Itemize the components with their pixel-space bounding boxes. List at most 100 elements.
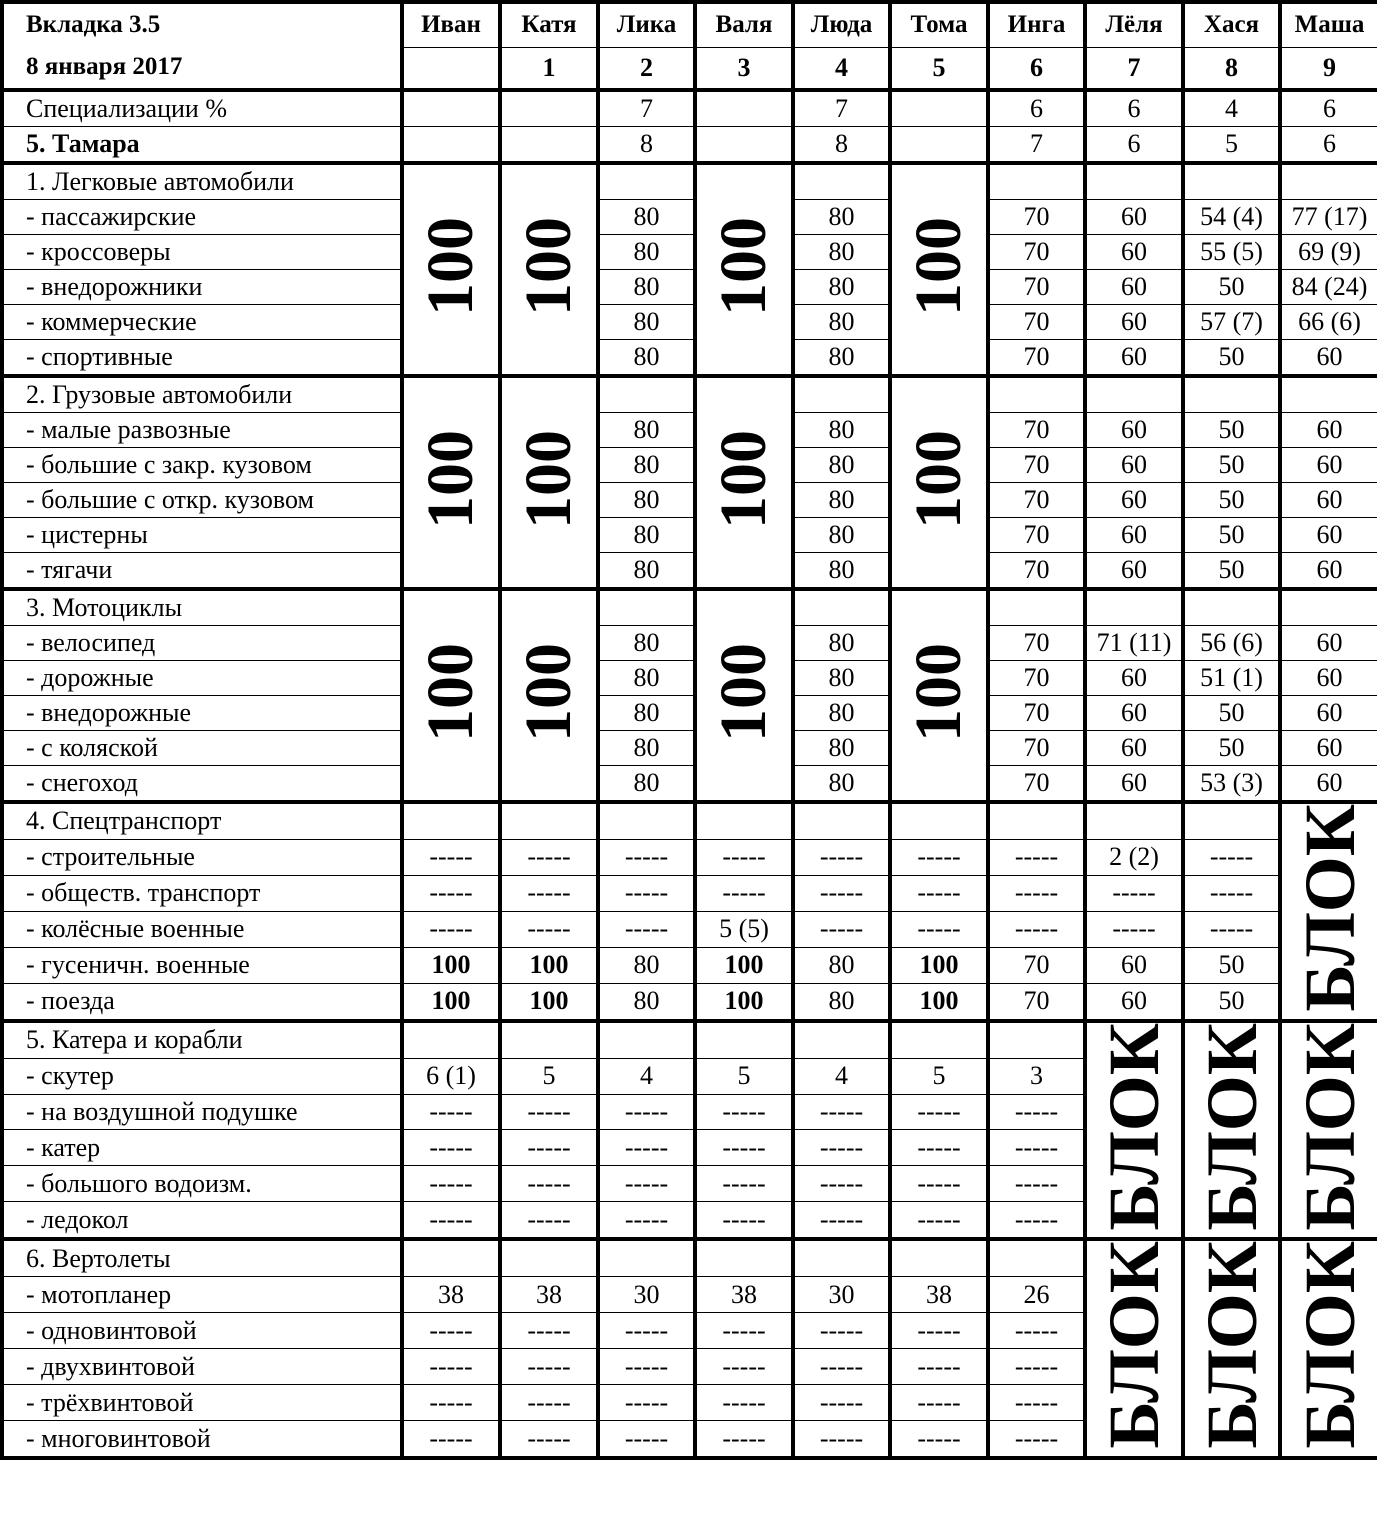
value-cell: ----- [596,1384,697,1421]
value-cell: 6 [986,88,1087,127]
value-cell: 80 [791,482,892,518]
value-cell: 60 [1083,482,1185,518]
group-title: 2. Грузовые автомобили [0,374,404,413]
empty-cell [596,1237,697,1278]
value-cell: 80 [791,660,892,696]
value-cell: ----- [888,838,990,876]
value-cell: 60 [1083,269,1185,305]
value-cell: 70 [986,339,1087,377]
value-cell: 60 [1083,730,1185,766]
value-cell: 70 [986,269,1087,305]
value-cell: 80 [596,447,697,483]
value-cell: ----- [791,874,892,912]
value-cell: 57 (7) [1181,304,1282,340]
value-cell: 60 [1083,552,1185,590]
value-cell: ----- [400,874,502,912]
value-cell: 7 [986,126,1087,164]
merged-value: 100 [707,216,780,316]
item-row: - пассажирские 80 80 70 60 54 (4) 77 (17) [0,199,1377,235]
value-cell: 80 [791,695,892,731]
value-cell: 4 [596,1057,697,1095]
group-title: 6. Вертолеты [0,1237,404,1278]
item-row: - спортивные 80 80 70 60 50 60 [0,339,1377,377]
item-label: - кроссоверы [0,234,404,270]
item-row: - большие с закр. кузовом 80 80 70 60 50 60 [0,447,1377,483]
item-row: - снегоход 80 80 70 60 53 (3) 60 [0,765,1377,803]
column-header-number: 3 [693,46,795,91]
value-cell: 60 [1083,234,1185,270]
item-label: - снегоход [0,765,404,803]
value-cell: ----- [888,1093,990,1131]
value-cell: 53 (3) [1181,765,1282,803]
value-cell: 60 [1278,412,1377,448]
value-cell [888,88,990,127]
value-cell: 6 [1278,88,1377,127]
merged-value-cell: 100 [498,374,600,590]
value-cell: 80 [596,552,697,590]
value-cell: ----- [400,910,502,948]
merged-value-cell: 100 [888,374,990,590]
value-cell: ----- [596,1201,697,1240]
value-cell: 60 [1083,765,1185,803]
value-cell: 30 [791,1276,892,1314]
item-label: - двухвинтовой [0,1348,404,1386]
group-title: 1. Легковые автомобили [0,161,404,200]
value-cell [400,126,502,164]
empty-cell [791,1237,892,1278]
value-cell: 50 [1181,552,1282,590]
value-cell: 60 [1083,304,1185,340]
value-cell: 6 [1278,126,1377,164]
item-row: - двухвинтовой ----- ----- ----- ----- ----- -… [0,1348,1377,1386]
value-cell: ----- [400,1348,502,1386]
value-cell: ----- [693,1201,795,1240]
group-title: 5. Катера и корабли [0,1018,404,1059]
value-cell: ----- [596,1420,697,1459]
value-cell: 80 [596,660,697,696]
value-cell: 60 [1083,982,1185,1022]
value-cell [498,88,600,127]
value-cell: 60 [1278,552,1377,590]
group-title: 3. Мотоциклы [0,587,404,626]
value-cell: 50 [1181,482,1282,518]
value-cell: ----- [498,838,600,876]
value-cell: ----- [791,1420,892,1459]
value-cell: ----- [986,1093,1087,1131]
value-cell: ----- [693,1129,795,1167]
value-cell: 70 [986,234,1087,270]
column-header-number [400,46,502,91]
value-cell: ----- [498,874,600,912]
value-cell: ----- [596,1312,697,1350]
value-cell: 100 [693,946,795,984]
blocked-label: БЛОК [1191,1022,1272,1231]
blocked-label: БЛОК [1289,1241,1370,1450]
value-cell: ----- [693,1420,795,1459]
value-cell: ----- [791,1165,892,1203]
value-cell: 50 [1181,946,1282,984]
value-cell: 3 [986,1057,1087,1095]
value-cell: 8 [791,126,892,164]
empty-cell [1181,587,1282,626]
empty-cell [693,799,795,840]
value-cell: 80 [596,765,697,803]
value-cell: 80 [596,625,697,661]
value-cell: 60 [1083,946,1185,984]
value-cell: 80 [791,982,892,1022]
item-label: - дорожные [0,660,404,696]
header-label-cell: Вкладка 3.5 8 января 2017 [0,1,404,91]
value-cell: ----- [986,1348,1087,1386]
value-cell: 80 [791,339,892,377]
value-cell: ----- [888,874,990,912]
empty-cell [888,1018,990,1059]
value-cell: 38 [400,1276,502,1314]
value-cell: 80 [596,982,697,1022]
item-row: - многовинтовой ----- ----- ----- ----- -----… [0,1420,1377,1459]
value-cell: ----- [400,1093,502,1131]
value-cell: ----- [888,1420,990,1459]
empty-cell [693,1237,795,1278]
blocked-cell: БЛОК [1181,1018,1282,1240]
value-cell: 60 [1083,660,1185,696]
item-row: - колёсные военные ----- ----- ----- 5 (5) --… [0,910,1377,948]
value-cell: 50 [1181,695,1282,731]
value-cell: 70 [986,625,1087,661]
value-cell: 80 [596,412,697,448]
